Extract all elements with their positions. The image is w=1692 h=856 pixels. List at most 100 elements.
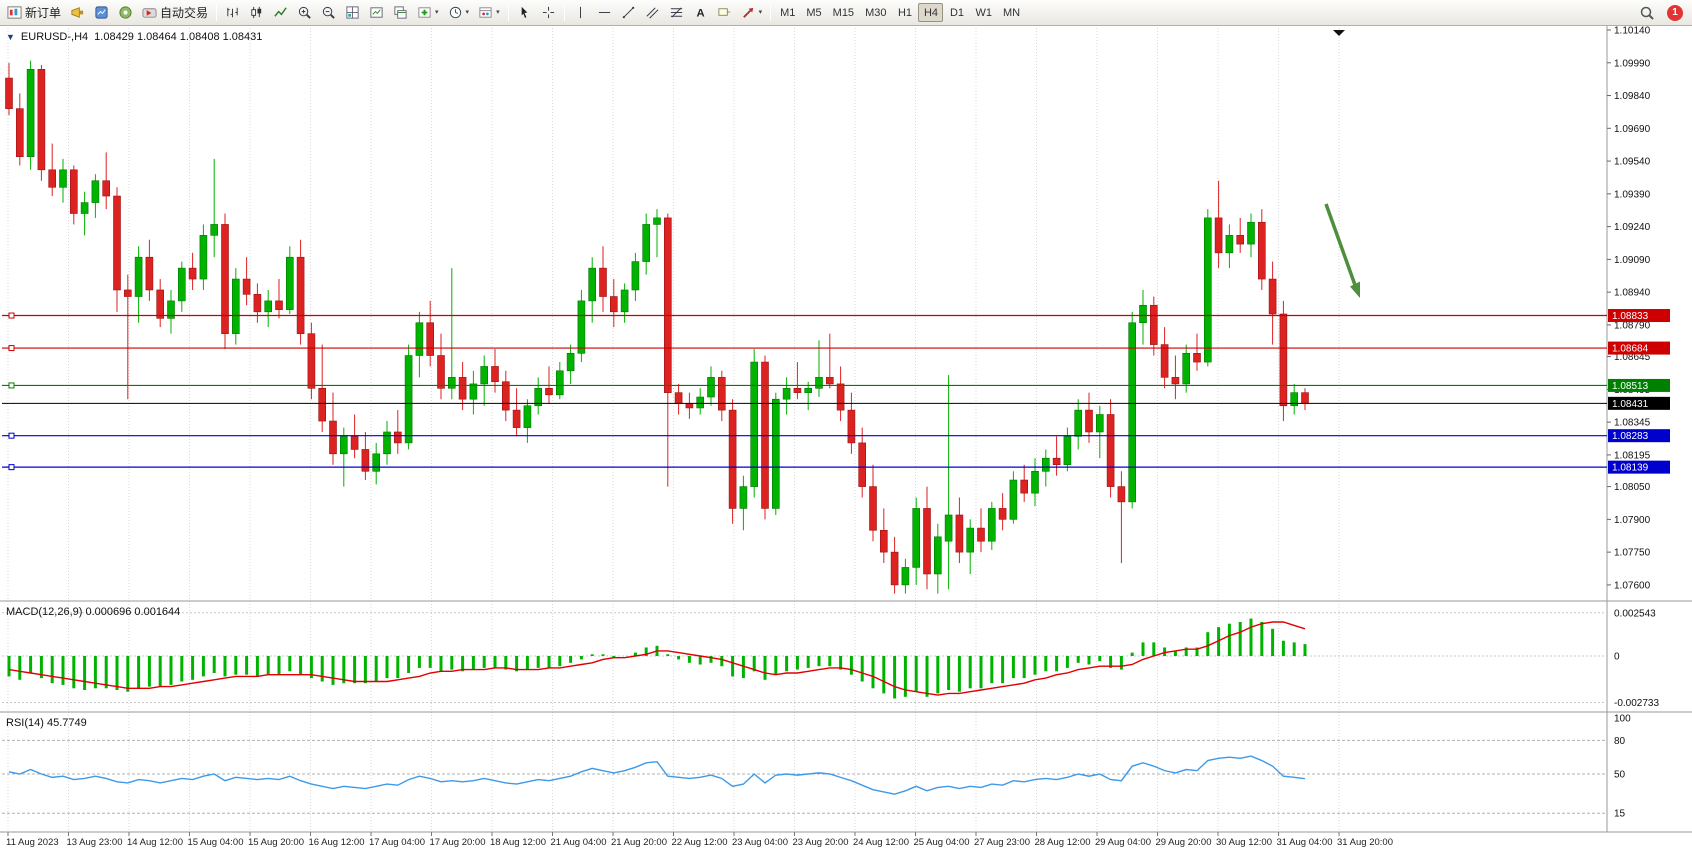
line-chart-button[interactable] [269,2,292,23]
new-order-icon [7,6,22,19]
candle-body [545,387,553,396]
fibonacci-button[interactable] [665,2,688,23]
candle-body [296,256,305,334]
line-anchor[interactable] [8,382,15,389]
bar-chart-button[interactable] [221,2,244,23]
chart-window: 1.10140 1.09990 1.09840 1.09690 1.09540 1.093… [0,26,1692,856]
notification-badge[interactable]: 1 [1667,4,1683,21]
svg-text:1.07750: 1.07750 [1614,548,1651,559]
dropdown-caret-icon: ▾ [435,9,439,16]
zoom-out-button[interactable] [317,2,340,23]
zoom-in-button[interactable] [293,2,316,23]
timeframe-mn[interactable]: MN [998,3,1025,22]
candlestick-chart-icon [251,6,262,19]
timeframe-m1[interactable]: M1 [775,3,800,22]
crosshair-button[interactable] [537,2,560,23]
cursor-button[interactable] [513,2,536,23]
candle-body [491,366,499,383]
search-icon [1640,6,1654,20]
cascade-windows-button[interactable] [389,2,412,23]
svg-text:17 Aug 20:00: 17 Aug 20:00 [430,837,486,848]
candle-body [307,333,316,389]
price-axis[interactable]: 1.10140 1.09990 1.09840 1.09690 1.09540 1.093… [1607,26,1651,591]
market-watch-button[interactable] [90,2,113,23]
search-button[interactable] [1635,2,1659,23]
text-icon: A [696,7,704,19]
candle-body [847,409,856,444]
chart-top-marker [1333,30,1345,36]
candle-body [199,235,208,280]
autotrading-button[interactable]: 自动交易 [138,2,212,23]
candle-body [1042,457,1050,472]
channel-button[interactable] [641,2,664,23]
dropdown-caret-icon: ▾ [496,9,500,16]
timeframe-m30[interactable]: M30 [860,3,891,22]
templates-button[interactable]: ▾ [474,2,504,23]
periods-button[interactable]: ▾ [444,2,474,23]
timeframe-m15[interactable]: M15 [828,3,859,22]
arrow-annotation[interactable] [1324,203,1360,298]
candle-body [242,278,251,295]
candle-body [696,396,705,409]
arrange-windows-icon [370,7,383,18]
candle-body [48,169,57,188]
candle-body [1117,486,1126,503]
candle-body [555,370,564,396]
price-tag [1608,309,1670,323]
text-button[interactable]: A [689,2,712,23]
candle-body [1258,221,1266,280]
arrange-windows-button[interactable] [365,2,388,23]
timeframe-h1[interactable]: H1 [892,3,917,22]
candle-body [955,514,964,553]
candle-body [1074,409,1082,437]
candle-body [1139,304,1147,324]
vertical-line-button[interactable] [569,2,592,23]
svg-text:1.10140: 1.10140 [1614,26,1651,37]
candle-body [1193,353,1201,363]
candle-body [1009,479,1018,520]
candle-body [1236,235,1244,245]
candle-body [1096,414,1104,433]
horizontal-line-icon [598,12,610,13]
tile-windows-button[interactable] [341,2,364,23]
candle-body [663,217,672,393]
time-axis[interactable]: 11 Aug 2023 13 Aug 23:00 14 Aug 12:00 15 Au… [6,832,1393,848]
vertical-line-icon [579,6,581,19]
arrows-button[interactable]: ▾ [737,2,767,23]
horizontal-line-button[interactable] [593,2,616,23]
candle-body [458,377,467,400]
new-order-button[interactable]: 新订单 [3,2,65,23]
chart-plot[interactable]: 1.10140 1.09990 1.09840 1.09690 1.09540 1.093… [0,26,1692,856]
candle-body [447,377,456,389]
candle-body [59,169,67,188]
price-tag [1608,341,1670,355]
trendline-button[interactable] [617,2,640,23]
candle-body [987,508,996,542]
indicators-button[interactable]: ▾ [413,2,443,23]
candle-body [1106,414,1115,487]
community-button[interactable] [114,2,137,23]
trendline-icon [622,6,634,19]
candle-body [383,431,391,455]
candle-body [653,217,661,225]
metaeditor-icon [71,7,84,18]
svg-text:14 Aug 12:00: 14 Aug 12:00 [127,837,183,848]
metaeditor-button[interactable] [66,2,89,23]
line-anchor[interactable] [8,432,15,439]
timeframe-d1[interactable]: D1 [944,3,969,22]
candlestick-chart-button[interactable] [245,2,268,23]
timeframe-w1[interactable]: W1 [970,3,997,22]
community-icon [119,6,132,19]
toolbar-separator [770,4,772,21]
timeframe-h4[interactable]: H4 [918,3,944,22]
candle-body [674,392,683,404]
svg-text:24 Aug 12:00: 24 Aug 12:00 [853,837,909,848]
line-anchor[interactable] [8,464,15,471]
line-anchor[interactable] [8,345,15,352]
timeframe-m5[interactable]: M5 [801,3,826,22]
toolbar-separator [563,4,565,21]
line-anchor[interactable] [8,312,15,319]
svg-text:-0.002733: -0.002733 [1614,698,1659,709]
text-label-button[interactable] [713,2,736,23]
channel-icon [646,7,659,19]
